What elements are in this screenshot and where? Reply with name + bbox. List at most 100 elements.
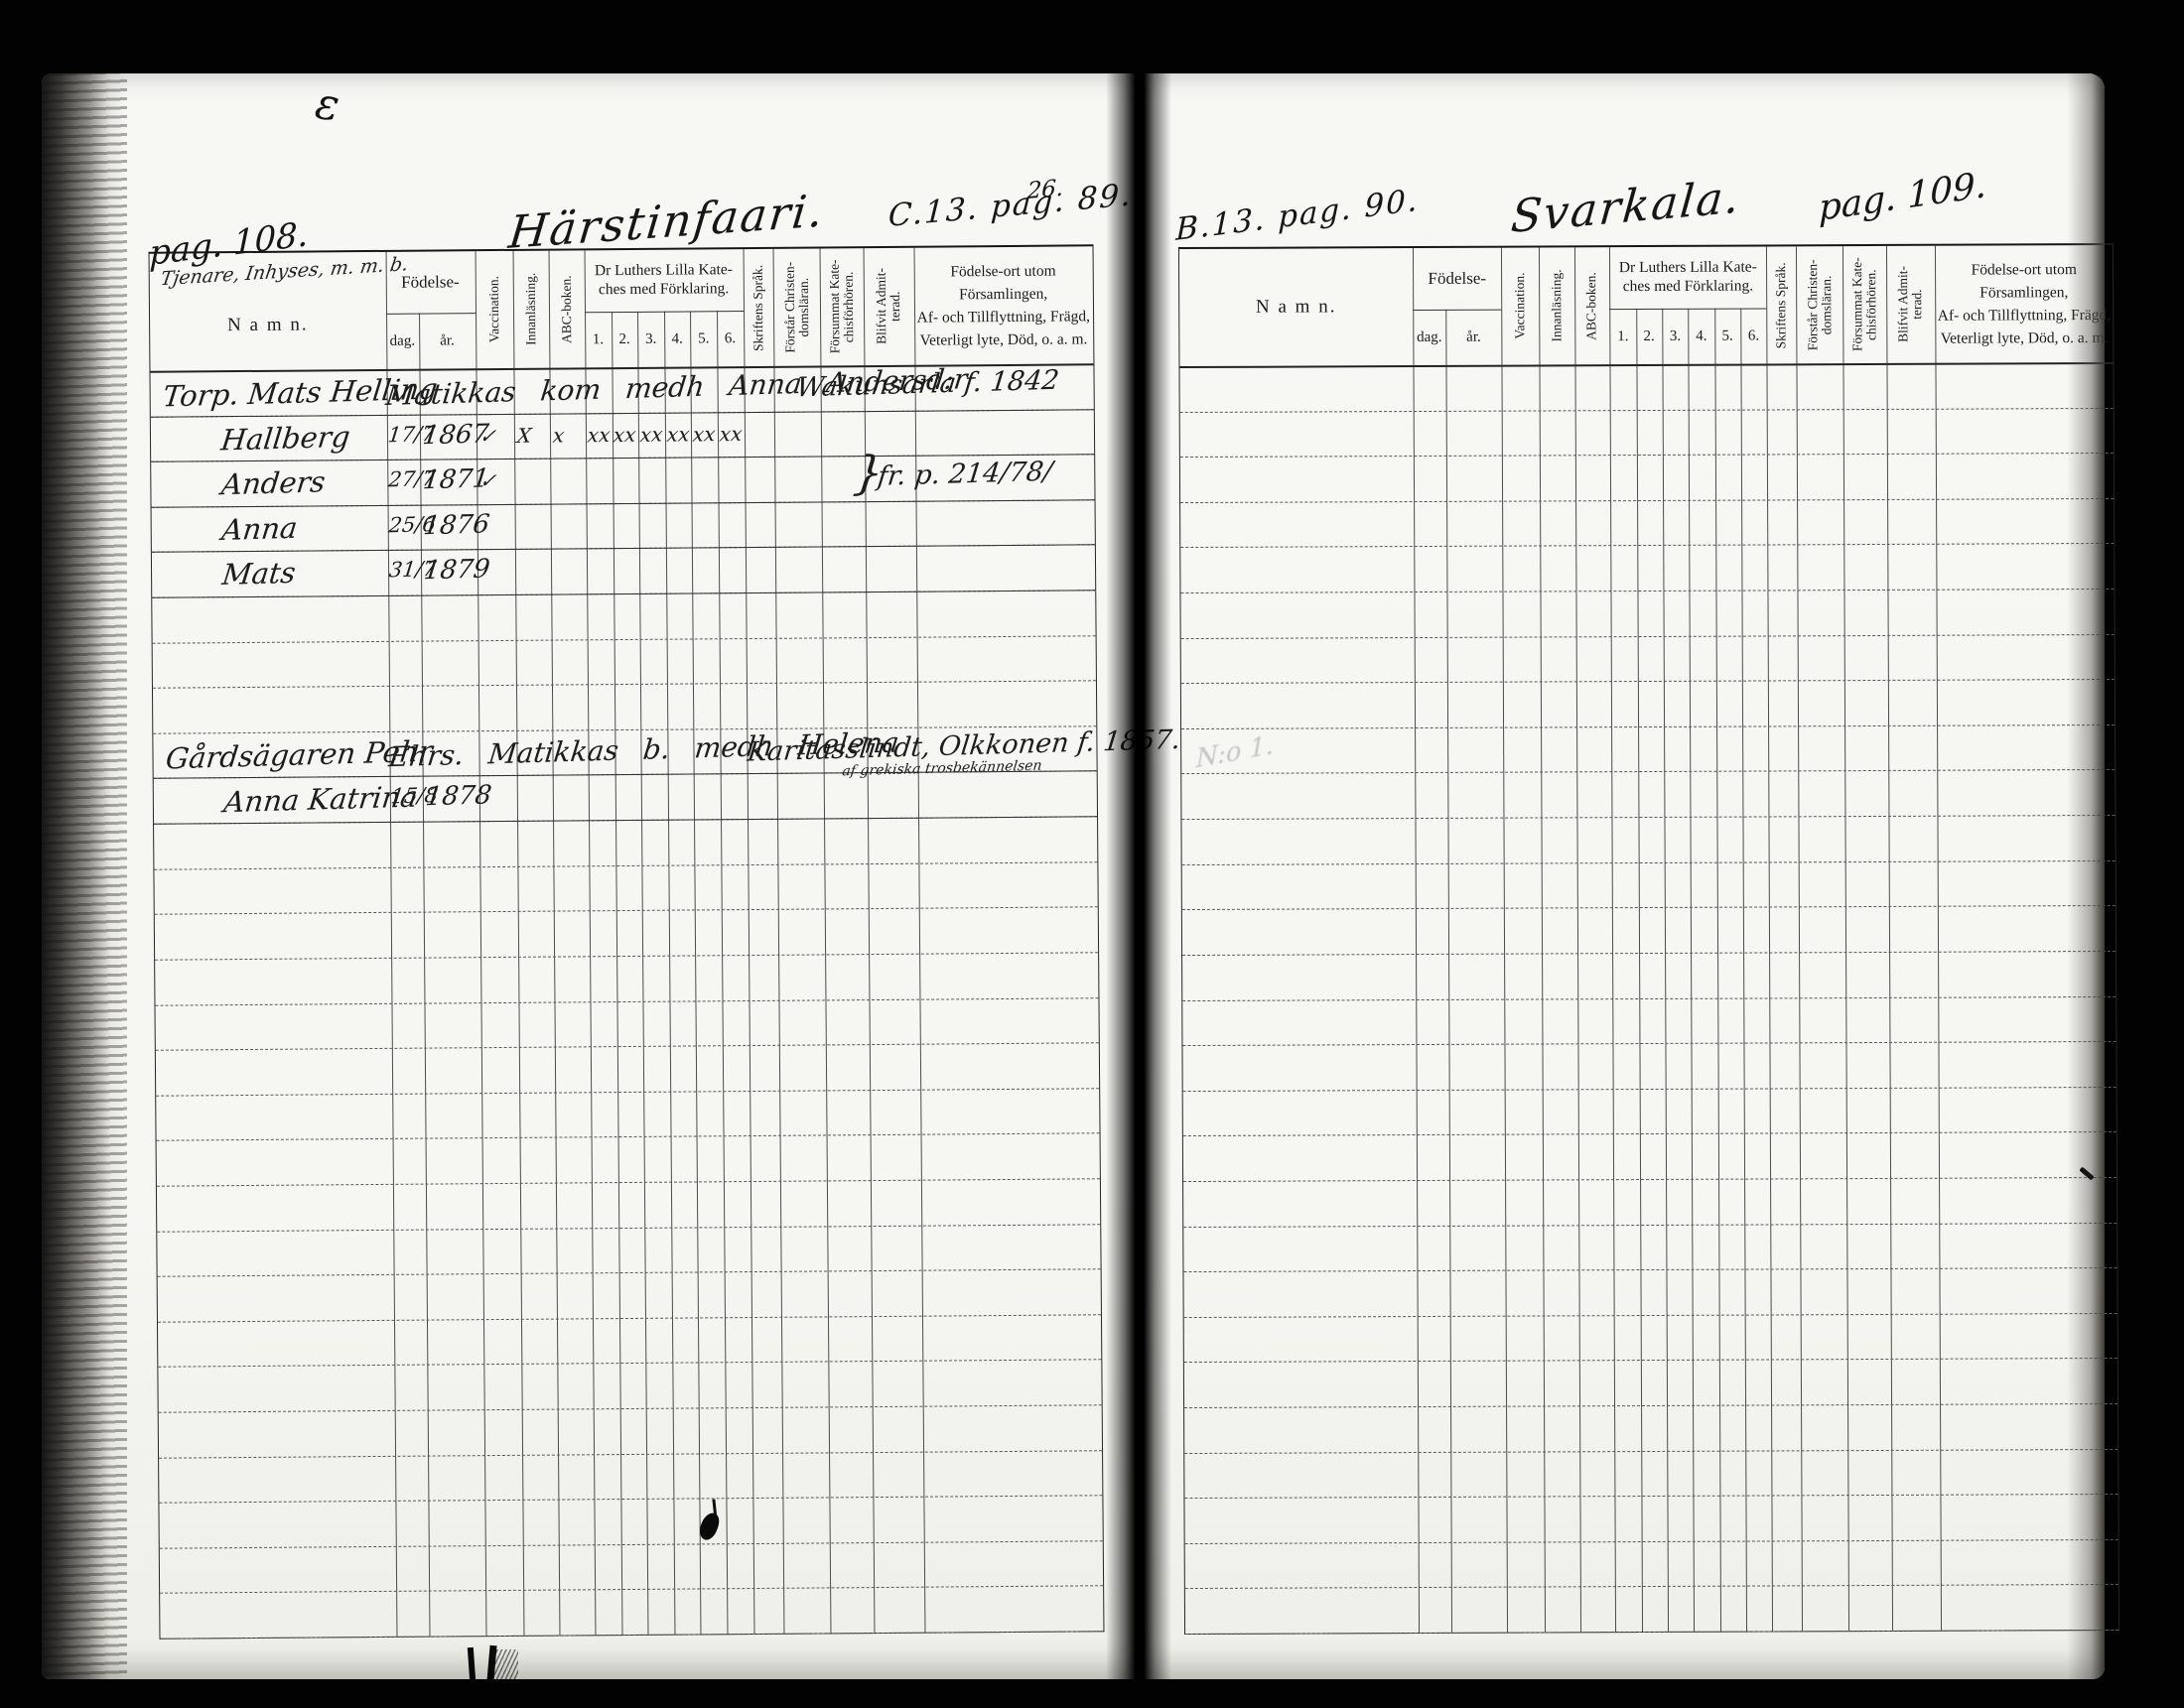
handwritten-mark: xx — [613, 422, 638, 447]
col-header-k5: 5. — [1721, 328, 1733, 344]
handwritten-mark: xx — [718, 421, 744, 447]
handwritten-birth-year: 1878 — [423, 780, 493, 813]
col-header-forstar: Förstår Christen- domsläran. — [1804, 259, 1835, 351]
record-table-right: N a m n. Födelse- dag. år. Vaccination. … — [1177, 242, 2120, 1636]
handwritten-name: Mats — [220, 556, 298, 592]
row-line — [154, 816, 1098, 825]
handwritten-name: Hallberg — [219, 419, 352, 458]
col-header-forsummat: Försummat Kate- chisförhören. — [1848, 257, 1879, 352]
column-line — [1688, 308, 1696, 1632]
handwritten-mark: xx — [586, 422, 612, 448]
col-header-ar: år. — [1466, 328, 1481, 345]
col-header-ar: år. — [440, 331, 455, 348]
row-line — [1184, 1402, 2118, 1408]
row-line — [1182, 1131, 2116, 1137]
column-line — [1713, 308, 1721, 1632]
row-line — [160, 1585, 1104, 1595]
column-line — [1445, 309, 1452, 1633]
col-header-k5: 5. — [698, 329, 710, 346]
col-header-vaccination: Vaccination. — [485, 276, 502, 343]
row-line — [1181, 905, 2116, 911]
column-line — [1740, 308, 1747, 1632]
row-line — [160, 1631, 1104, 1640]
village-title-right: Svarkala. — [1509, 170, 1744, 243]
handwritten-mark: xx — [665, 421, 691, 447]
col-header-notes: Födelse-ort utom Församlingen, Af- och T… — [1937, 260, 2112, 347]
row-line — [157, 1314, 1101, 1323]
col-header-k6: 6. — [724, 329, 737, 346]
row-line — [156, 1132, 1100, 1142]
handwritten-mark: xx — [638, 422, 664, 447]
row-line — [1182, 995, 2116, 1001]
row-line — [1180, 497, 2115, 503]
row-line — [1183, 1267, 2117, 1273]
col-header-abc-boken: ABC-boken. — [558, 275, 575, 343]
row-line — [1182, 1041, 2116, 1047]
col-header-vaccination: Vaccination. — [1512, 272, 1528, 340]
row-line — [159, 1495, 1103, 1504]
col-header-k3: 3. — [644, 330, 657, 347]
cross-reference-right: B.13. pag. 90. — [1175, 182, 1420, 248]
handwritten-mark: x — [551, 422, 566, 448]
col-header-k3: 3. — [1669, 328, 1682, 344]
row-line — [155, 996, 1099, 1006]
row-line — [152, 634, 1096, 644]
row-line — [156, 1178, 1100, 1187]
col-header-skriftens-sprak: Skriftens Språk. — [750, 264, 766, 351]
col-header-dag: dag. — [389, 332, 416, 349]
row-line — [1183, 1358, 2117, 1364]
col-header-blifvit: Blifvit Admit- terad. — [1895, 266, 1925, 343]
row-line — [158, 1359, 1102, 1369]
col-header-forstar: Förstår Christen- domsläran. — [781, 261, 811, 353]
row-line — [152, 680, 1096, 689]
row-line — [158, 1404, 1102, 1413]
cross-reference-left: C.13. pag. 89. — [887, 177, 1134, 234]
col-header-k1: 1. — [1617, 328, 1629, 344]
row-line — [1182, 1086, 2116, 1092]
row-line — [1183, 1176, 2117, 1182]
row-line — [1185, 1629, 2119, 1636]
book-gutter-shadow — [1106, 73, 1171, 1679]
col-header-forsummat: Försummat Kate- chisförhören. — [826, 259, 857, 354]
col-header-k1: 1. — [592, 330, 605, 347]
row-line — [1181, 815, 2116, 821]
col-header-k2: 2. — [1643, 328, 1655, 344]
row-line — [1180, 679, 2115, 685]
row-line — [159, 1540, 1103, 1549]
page-edges-band — [42, 73, 127, 1679]
open-book-scan: pag. 108. Härstinfaari. 26. C.13. pag. 8… — [42, 73, 2120, 1682]
row-line — [1183, 1222, 2117, 1228]
record-table-left: Tjenare, Inhyses, m. m. b. N a m n. Föde… — [148, 244, 1181, 1640]
column-line — [690, 311, 702, 1635]
col-header-notes: Födelse-ort utom Församlingen, Af- och T… — [916, 262, 1091, 349]
column-line — [1635, 309, 1643, 1633]
row-line — [157, 1268, 1101, 1277]
row-line — [1181, 859, 2116, 865]
page-number-right: pag. 109. — [1819, 164, 1986, 229]
col-header-fodelse: Födelse- — [1428, 268, 1487, 288]
row-line — [1180, 543, 2115, 549]
row-line — [154, 860, 1098, 870]
row-line — [1180, 588, 2115, 594]
row-line — [155, 1042, 1099, 1051]
col-header-blifvit: Blifvit Admit- terad. — [873, 268, 903, 345]
col-header-katekes: Dr Luthers Lilla Kate-ches med Förklarin… — [1618, 258, 1757, 296]
row-line — [157, 1223, 1101, 1233]
row-line — [154, 906, 1098, 916]
row-line — [1181, 723, 2116, 729]
row-line — [152, 590, 1096, 598]
handwritten-birth-year: 1879 — [421, 554, 491, 587]
faint-pencil-mark: N:o 1. — [1195, 729, 1275, 775]
row-line — [155, 952, 1099, 961]
handwritten-birth-year: 1876 — [421, 509, 491, 542]
col-header-k6: 6. — [1747, 328, 1760, 344]
row-line — [1184, 1494, 2118, 1500]
col-header-skriftens-sprak: Skriftens Språk. — [1773, 261, 1789, 348]
column-line — [1662, 308, 1670, 1632]
row-line — [1179, 407, 2114, 413]
handwritten-note: Wakunsarla f. 1842 — [794, 364, 1061, 404]
col-header-dag: dag. — [1417, 328, 1442, 345]
row-line — [1182, 950, 2116, 956]
handwritten-mark: X — [515, 423, 533, 448]
column-line — [637, 311, 649, 1635]
